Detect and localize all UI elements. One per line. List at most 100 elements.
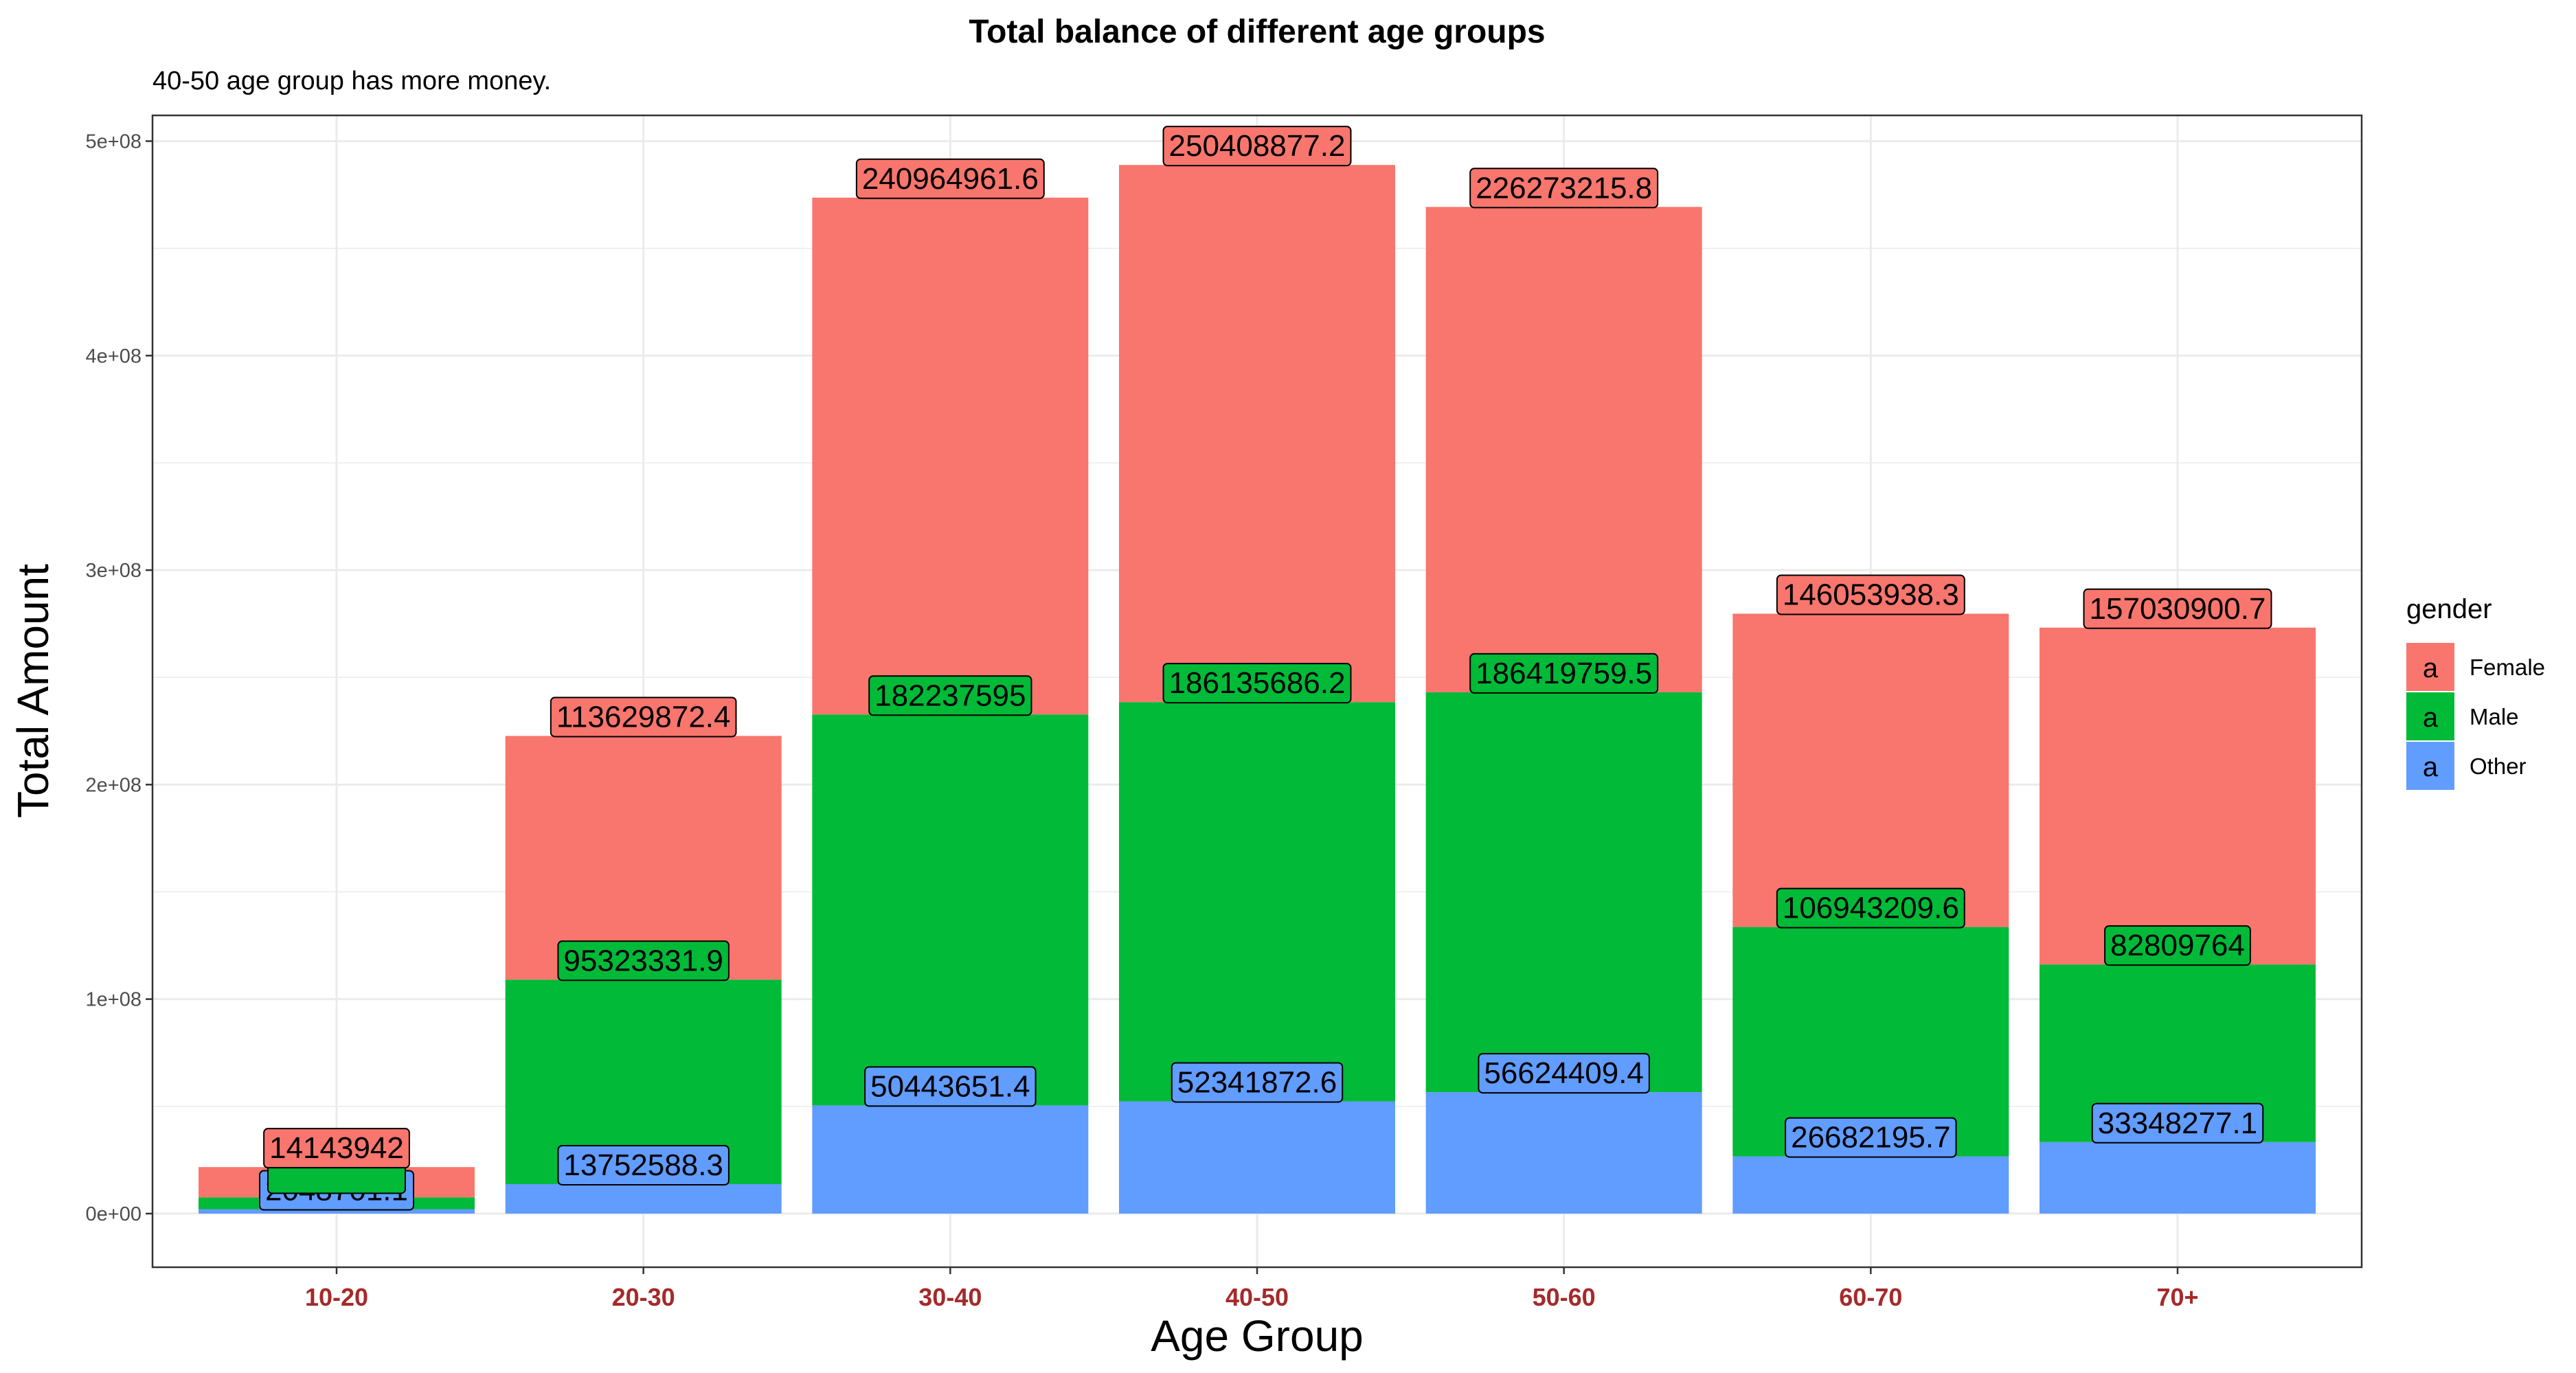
y-tick-label: 3e+08 (86, 560, 142, 582)
bar-female (812, 197, 1089, 715)
data-label-text: 26682195.7 (1791, 1121, 1950, 1155)
data-label-box (1162, 663, 1352, 704)
data-label-text: 50443651.4 (870, 1069, 1030, 1103)
data-label-box (557, 940, 730, 981)
y-tick-label: 0e+00 (86, 1203, 142, 1225)
bar-female (1119, 165, 1395, 703)
bar-female (2040, 627, 2316, 965)
y-tick-label: 2e+08 (86, 774, 142, 796)
data-label-other: 26682195.7 (1785, 1117, 1957, 1158)
bar-female (1425, 207, 1702, 692)
bar-other (2040, 1142, 2316, 1214)
data-label-box (864, 1066, 1037, 1107)
legend-label-other: Other (2470, 753, 2527, 779)
y-axis-title: Total Amount (8, 564, 58, 818)
data-label-text: 240964961.6 (862, 162, 1039, 196)
axes: 0e+00 1e+08 2e+08 3e+08 4e+08 5e+08 10-20 20-30… (86, 131, 2199, 1311)
x-tick-label: 30-40 (918, 1283, 982, 1311)
data-label-box (2104, 925, 2251, 966)
data-label-text: 250408877.2 (1169, 129, 1346, 163)
data-label-box (1469, 653, 1659, 694)
bar-female (1732, 613, 2009, 927)
bar-female (505, 736, 782, 980)
bar-other (199, 1209, 475, 1214)
x-tick-label: 50-60 (1533, 1283, 1596, 1311)
data-label-box (855, 158, 1045, 199)
data-label-text: 52341872.6 (1177, 1065, 1337, 1099)
data-label-text: 113629872.4 (556, 700, 731, 734)
x-tick-label: 10-20 (305, 1283, 368, 1311)
data-label-male: 186135686.2 (1162, 663, 1352, 704)
data-label-box (1469, 168, 1659, 209)
legend-title: gender (2406, 594, 2492, 624)
y-tick-label: 5e+08 (86, 131, 142, 152)
data-label-box (1171, 1062, 1344, 1103)
data-label-text: 186135686.2 (1169, 666, 1346, 700)
data-label-text: 226273215.8 (1476, 171, 1652, 205)
data-label-text: 33348277.1 (2098, 1107, 2257, 1140)
data-label-text: 182237595 (874, 679, 1026, 712)
data-label-female: 240964961.6 (855, 158, 1045, 199)
legend-key-other (2406, 742, 2454, 790)
bar-other (1425, 1092, 1702, 1214)
bar-other (812, 1105, 1089, 1214)
legend: gender a Female a Male a Other (2406, 594, 2545, 790)
bar-other (505, 1183, 782, 1214)
bar-male (1425, 692, 1702, 1093)
legend-key-female (2406, 643, 2454, 691)
bar-other (1732, 1156, 2009, 1214)
data-label-other: 52341872.6 (1171, 1062, 1344, 1103)
data-label-box (2083, 588, 2272, 629)
data-label-box (1162, 126, 1352, 167)
data-label-box (1478, 1053, 1650, 1094)
chart-subtitle: 40-50 age group has more money. (152, 67, 551, 95)
data-label-text: 14143942 (269, 1131, 404, 1165)
legend-key-symbol: a (2423, 703, 2439, 733)
bar-male (812, 714, 1089, 1106)
legend-key-male (2406, 692, 2454, 740)
data-label-text: 146053938.3 (1783, 578, 1959, 612)
data-label-male: 106943209.6 (1776, 887, 1965, 929)
x-axis-title: Age Group (1151, 1311, 1364, 1361)
data-label-male: 182237595 (868, 675, 1032, 716)
data-label-female: 146053938.3 (1776, 574, 1965, 615)
x-tick-label: 20-30 (612, 1283, 675, 1311)
data-label-box (557, 1144, 730, 1185)
bars (199, 165, 2316, 1214)
data-label-text: 106943209.6 (1783, 892, 1959, 925)
data-label-text: 186419759.5 (1476, 657, 1652, 690)
data-label-male: 82809764 (2104, 925, 2251, 966)
data-label-female: 14143942 (263, 1128, 410, 1169)
data-label-other: 56624409.4 (1478, 1053, 1650, 1094)
y-tick-label: 4e+08 (86, 345, 142, 367)
data-label-female: 113629872.4 (550, 696, 737, 738)
legend-key-symbol: a (2423, 752, 2439, 782)
data-label-text: 56624409.4 (1484, 1056, 1643, 1090)
data-label-text: 13752588.3 (563, 1148, 723, 1182)
data-label-text: 157030900.7 (2090, 592, 2266, 626)
bar-other (1119, 1101, 1395, 1214)
y-tick-label: 1e+08 (86, 989, 142, 1011)
legend-label-male: Male (2470, 704, 2519, 729)
data-label-other: 13752588.3 (557, 1144, 730, 1185)
x-tick-label: 70+ (2156, 1283, 2198, 1311)
data-label-female: 226273215.8 (1469, 168, 1659, 209)
data-label-box (550, 696, 737, 738)
data-label-male: 186419759.5 (1469, 653, 1659, 694)
data-label-text: 95323331.9 (563, 944, 723, 977)
legend-label-female: Female (2470, 655, 2545, 680)
data-label-box (868, 675, 1032, 716)
data-label-box (1776, 887, 1965, 929)
bar-male (1119, 702, 1395, 1102)
data-label-female: 157030900.7 (2083, 588, 2272, 629)
data-label-text: 82809764 (2110, 929, 2245, 962)
data-label-box (2091, 1102, 2264, 1144)
x-tick-label: 40-50 (1225, 1283, 1289, 1311)
data-label-male: 95323331.9 (557, 940, 730, 981)
x-tick-label: 60-70 (1839, 1283, 1902, 1311)
data-label-box (1776, 574, 1965, 615)
data-labels: 2048701.113752588.350443651.452341872.65… (259, 126, 2272, 1211)
data-label-other: 50443651.4 (864, 1066, 1037, 1107)
legend-key-symbol: a (2423, 653, 2439, 683)
